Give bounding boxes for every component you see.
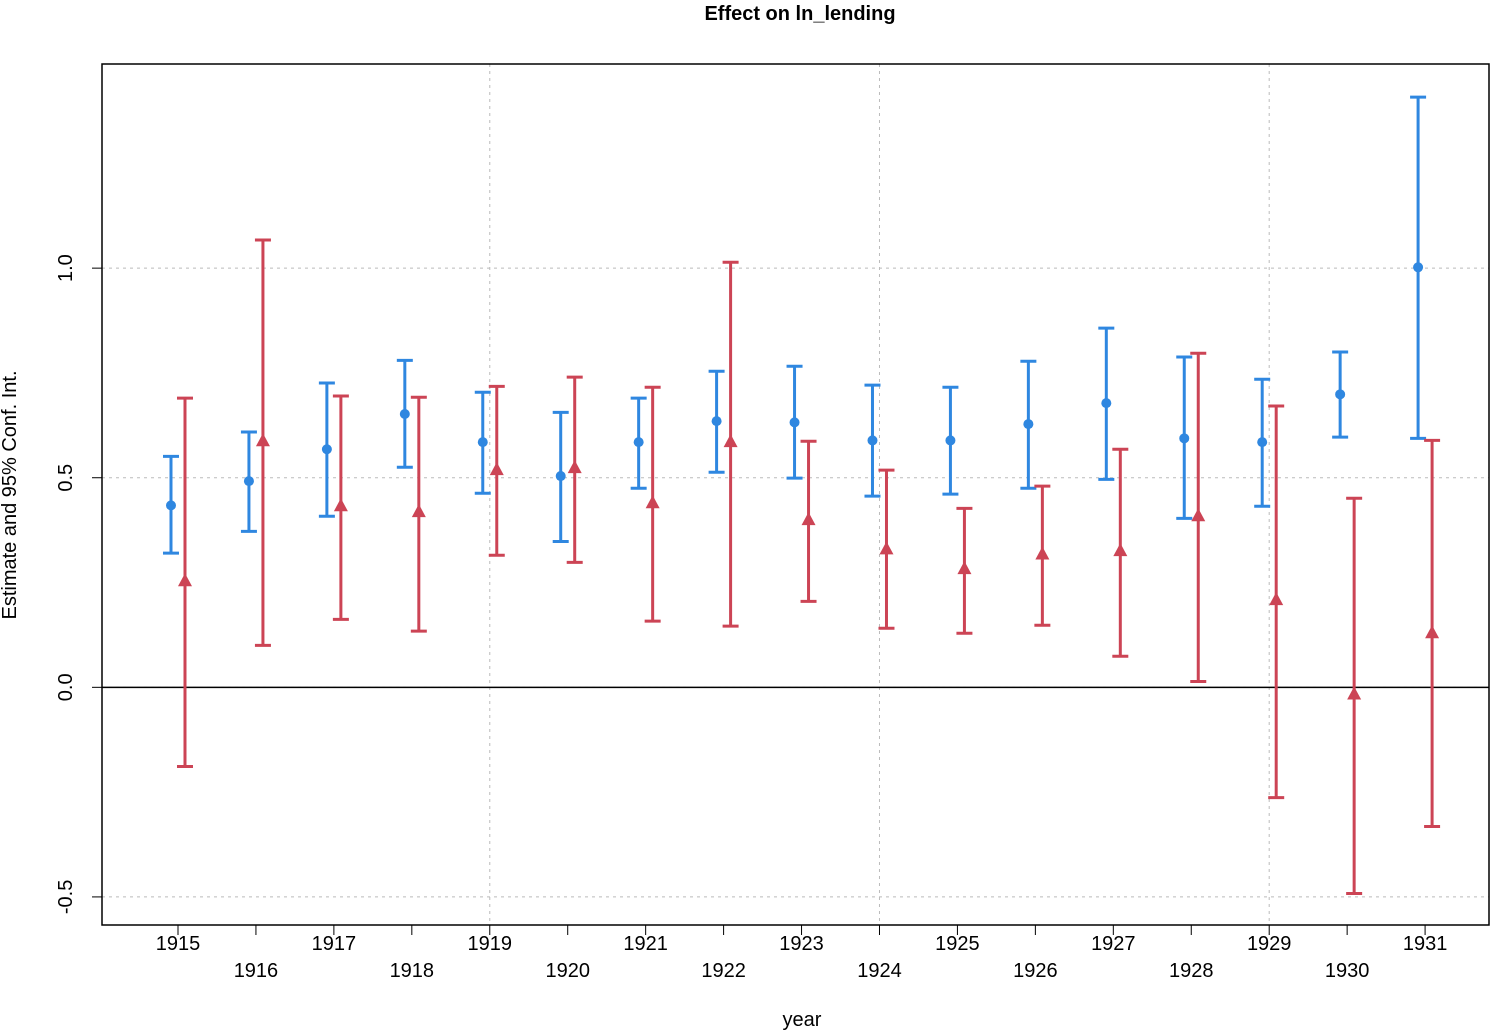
x-tick-label: 1928 (1169, 960, 1214, 982)
point (1101, 398, 1112, 409)
x-tick-label: 1927 (1091, 933, 1136, 955)
point (1413, 262, 1424, 273)
x-tick-label: 1922 (701, 960, 746, 982)
point (1335, 389, 1346, 400)
point (1113, 543, 1128, 557)
point (867, 435, 878, 446)
x-tick-label: 1926 (1013, 960, 1058, 982)
chart-title: Effect on ln_lending (704, 3, 895, 25)
point (645, 495, 660, 509)
point (1425, 625, 1440, 639)
x-tick-label: 1924 (857, 960, 902, 982)
y-tick-label: 0.0 (55, 673, 77, 701)
point (567, 460, 582, 474)
point (321, 444, 332, 455)
point (1023, 419, 1034, 430)
x-tick-label: 1920 (545, 960, 590, 982)
point (399, 409, 410, 420)
point (1269, 592, 1284, 606)
y-tick-label: 1.0 (55, 254, 77, 282)
x-tick-label: 1930 (1325, 960, 1370, 982)
point (957, 561, 972, 575)
x-tick-label: 1931 (1403, 933, 1448, 955)
point (489, 462, 504, 476)
point (723, 434, 738, 448)
y-tick-label: 0.5 (55, 464, 77, 492)
point (1347, 686, 1362, 700)
x-tick-label: 1925 (935, 933, 980, 955)
point (333, 498, 348, 512)
y-axis-label: Estimate and 95% Conf. Int. (0, 370, 21, 619)
x-tick-label: 1923 (779, 933, 824, 955)
point (879, 541, 894, 555)
point (633, 437, 644, 448)
x-tick-label: 1918 (390, 960, 435, 982)
point (945, 435, 956, 446)
point (477, 437, 488, 448)
x-tick-label: 1916 (234, 960, 279, 982)
point (711, 416, 722, 427)
x-tick-label: 1921 (623, 933, 668, 955)
x-tick-label: 1919 (468, 933, 513, 955)
plot-frame (101, 63, 1490, 926)
y-tick-label: -0.5 (55, 880, 77, 914)
point (1257, 437, 1268, 448)
point (243, 476, 254, 487)
point (177, 573, 192, 587)
point (1191, 508, 1206, 522)
point (165, 500, 176, 511)
point (801, 512, 816, 526)
point (555, 471, 566, 482)
x-axis-label: year (783, 1009, 822, 1031)
point (411, 504, 426, 518)
point (789, 417, 800, 428)
point (1035, 546, 1050, 560)
point (1179, 433, 1190, 444)
point (255, 433, 270, 447)
x-tick-label: 1915 (156, 933, 201, 955)
x-tick-label: 1917 (312, 933, 357, 955)
x-tick-label: 1929 (1247, 933, 1292, 955)
